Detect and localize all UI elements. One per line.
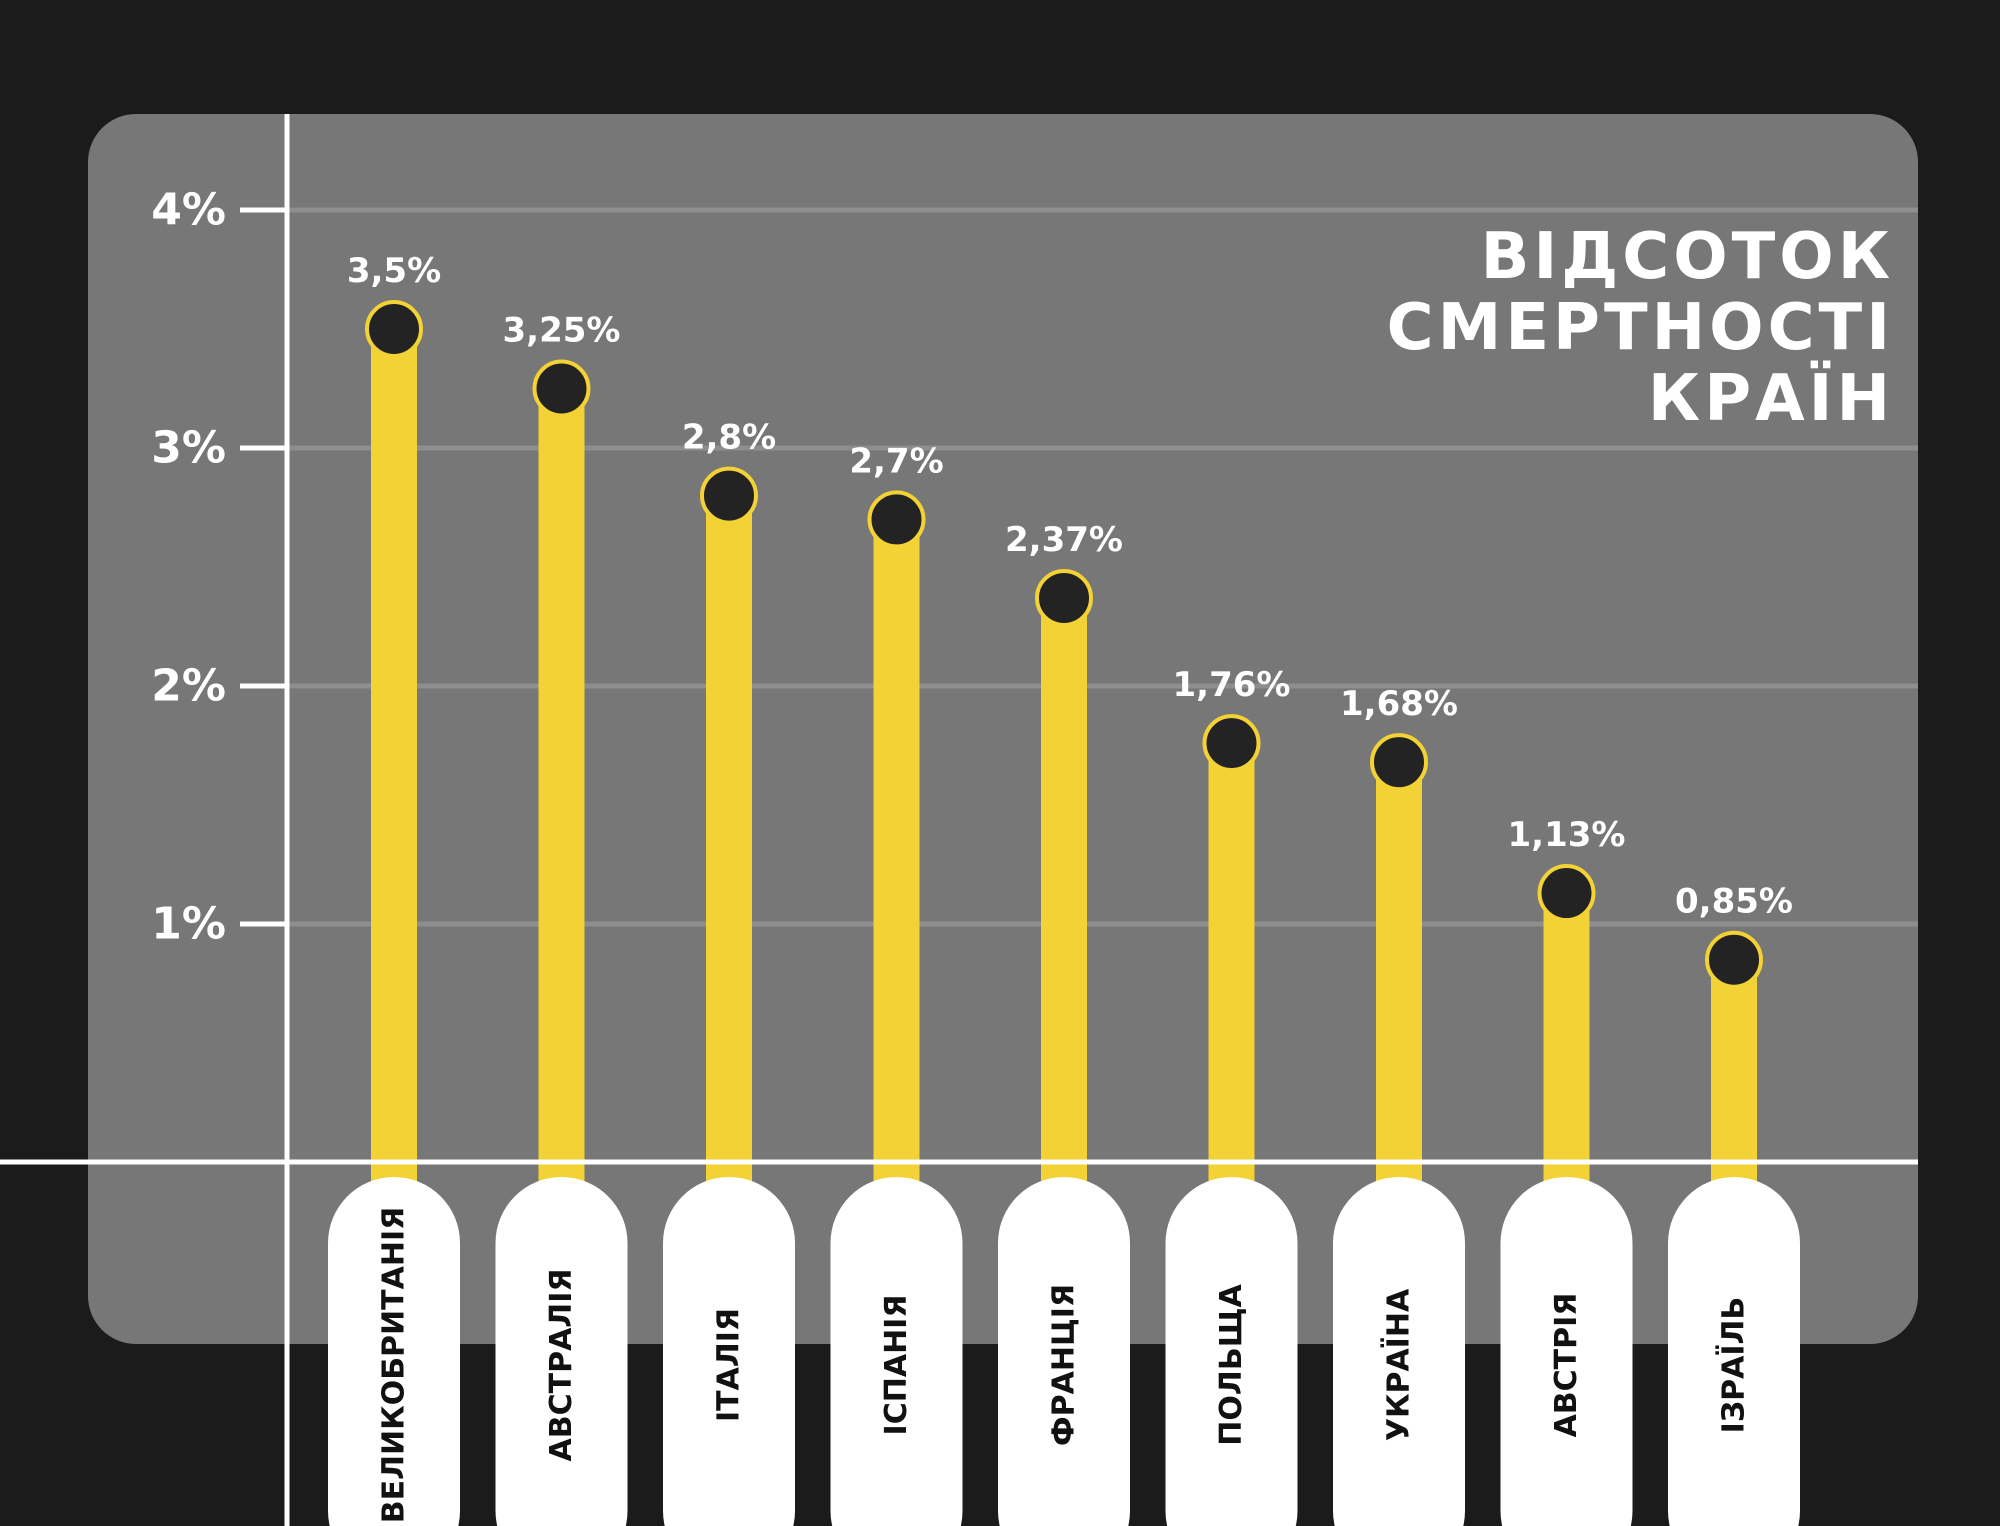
y-tick-label: 1% xyxy=(151,899,226,950)
y-tick-label: 3% xyxy=(151,423,226,474)
data-value-label: 3,25% xyxy=(503,311,621,351)
data-point-marker xyxy=(365,300,423,358)
data-point-marker xyxy=(1035,568,1093,627)
data-point-marker xyxy=(1537,864,1596,923)
category-label: ІЗРАЇЛЬ xyxy=(1716,1297,1752,1434)
data-value-label: 2,37% xyxy=(1005,520,1123,560)
category-label: ІТАЛІЯ xyxy=(712,1308,747,1422)
title-line-3: КРАЇН xyxy=(1647,362,1894,436)
category-label: АВСТРІЯ xyxy=(1549,1293,1584,1438)
y-tick-label: 4% xyxy=(151,185,226,236)
data-value-label: 1,68% xyxy=(1340,684,1458,724)
bar xyxy=(706,495,752,1193)
bar xyxy=(1208,743,1255,1192)
category-label: ФРАНЦІЯ xyxy=(1047,1284,1082,1446)
y-tick-label: 2% xyxy=(151,661,226,712)
bar xyxy=(371,329,417,1192)
category-pill xyxy=(1165,1177,1298,1526)
category-pill xyxy=(1668,1177,1800,1526)
category-pill xyxy=(663,1177,795,1526)
title-line-2: СМЕРТНОСТІ xyxy=(1386,291,1894,365)
data-point-marker xyxy=(1370,733,1428,792)
category-pill xyxy=(998,1177,1130,1526)
data-value-label: 0,85% xyxy=(1675,882,1793,922)
data-value-label: 2,7% xyxy=(849,441,943,481)
title-line-1: ВІДСОТОК xyxy=(1480,220,1894,294)
data-value-label: 1,13% xyxy=(1508,815,1626,855)
data-value-label: 1,76% xyxy=(1173,665,1291,705)
category-pill xyxy=(495,1177,628,1526)
category-pill xyxy=(328,1177,460,1526)
category-label: УКРАЇНА xyxy=(1381,1288,1417,1441)
data-point-marker xyxy=(867,490,926,549)
bar xyxy=(1041,597,1087,1192)
data-point-marker xyxy=(1202,714,1261,773)
data-point-marker xyxy=(532,359,591,418)
bar xyxy=(538,388,585,1192)
bar xyxy=(873,519,920,1192)
category-pill xyxy=(1333,1177,1465,1526)
category-label: ІСПАНІЯ xyxy=(879,1295,914,1436)
category-pill xyxy=(830,1177,963,1526)
bar xyxy=(1711,959,1757,1192)
category-label: АВСТРАЛІЯ xyxy=(544,1269,579,1462)
category-pill xyxy=(1500,1177,1633,1526)
chart-title: ВІДСОТОК СМЕРТНОСТІ КРАЇН xyxy=(1387,222,1894,435)
data-point-marker xyxy=(700,466,758,525)
bar xyxy=(1543,893,1590,1192)
bar xyxy=(1376,762,1422,1192)
data-point-marker xyxy=(1705,930,1763,989)
category-label: ВЕЛИКОБРИТАНІЯ xyxy=(377,1207,412,1523)
category-label: ПОЛЬЩА xyxy=(1214,1284,1249,1446)
data-value-label: 3,5% xyxy=(347,251,441,291)
data-value-label: 2,8% xyxy=(682,418,776,458)
